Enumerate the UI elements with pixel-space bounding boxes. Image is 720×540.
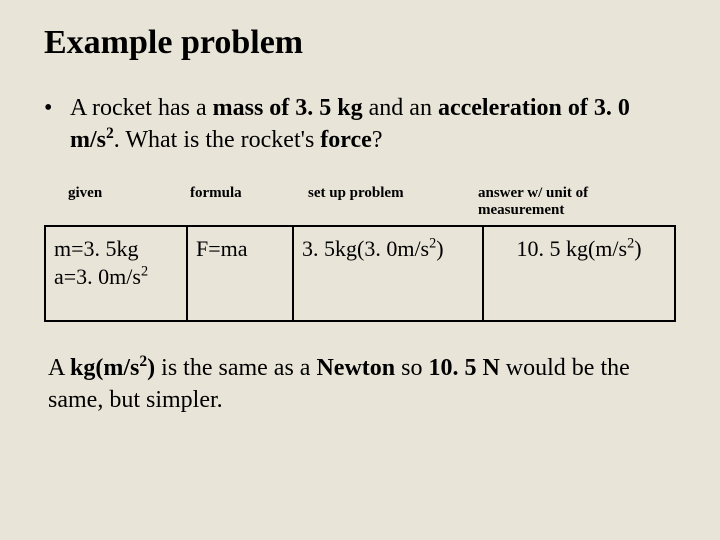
solution-table: m=3. 5kg a=3. 0m/s2 F=ma 3. 5kg(3. 0m/s2… — [44, 225, 676, 322]
setup-post: ) — [436, 236, 443, 261]
slide-title: Example problem — [44, 24, 676, 62]
cell-setup: 3. 5kg(3. 0m/s2) — [294, 227, 484, 320]
problem-text: A rocket has a mass of 3. 5 kg and an ac… — [70, 92, 676, 157]
cell-formula: F=ma — [188, 227, 294, 320]
answer-pre: 10. 5 kg(m/s — [516, 236, 627, 261]
cell-answer: 10. 5 kg(m/s2) — [484, 227, 674, 320]
fn-unit-post: ) — [147, 355, 155, 381]
fn-p2: is the same as a — [155, 355, 316, 381]
problem-statement: • A rocket has a mass of 3. 5 kg and an … — [44, 92, 676, 157]
fn-p1: A — [48, 355, 70, 381]
answer-post: ) — [634, 236, 641, 261]
header-answer: answer w/ unit of measurement — [478, 185, 676, 219]
header-given: given — [48, 185, 190, 219]
cell-given: m=3. 5kg a=3. 0m/s2 — [46, 227, 188, 320]
problem-mass: mass of 3. 5 kg — [213, 95, 363, 121]
fn-value: 10. 5 N — [428, 355, 499, 381]
fn-unit-sup: 2 — [139, 353, 147, 370]
header-formula: formula — [190, 185, 308, 219]
bullet-marker: • — [44, 92, 70, 124]
footnote: A kg(m/s2) is the same as a Newton so 10… — [44, 352, 676, 417]
column-headers: given formula set up problem answer w/ u… — [44, 185, 676, 219]
given-accel-pre: a=3. 0m/s — [54, 264, 141, 289]
fn-newton: Newton — [316, 355, 395, 381]
problem-end: ? — [372, 127, 383, 153]
given-accel-sup: 2 — [141, 264, 148, 280]
header-setup: set up problem — [308, 185, 478, 219]
fn-p3: so — [395, 355, 428, 381]
problem-mid1: and an — [363, 95, 438, 121]
setup-pre: 3. 5kg(3. 0m/s — [302, 236, 429, 261]
given-accel: a=3. 0m/s2 — [54, 263, 178, 292]
fn-unit-pre: kg(m/s — [70, 355, 139, 381]
problem-accel-sup: 2 — [106, 125, 114, 142]
given-mass: m=3. 5kg — [54, 235, 178, 264]
problem-pre1: A rocket has a — [70, 95, 213, 121]
problem-post1: . What is the rocket's — [114, 127, 321, 153]
formula-text: F=ma — [196, 236, 248, 261]
problem-force: force — [320, 127, 372, 153]
fn-unit: kg(m/s2) — [70, 355, 155, 381]
